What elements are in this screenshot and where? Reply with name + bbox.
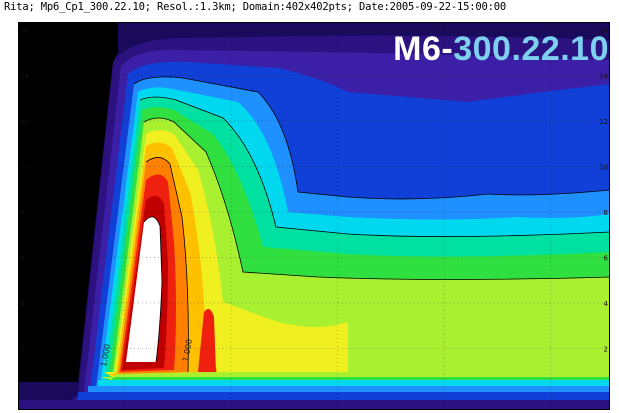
y-tick-label: 16 — [20, 27, 29, 35]
run-id-prefix: M6- — [393, 30, 454, 68]
y-tick-label: 8 — [20, 209, 24, 217]
band-core — [126, 216, 162, 362]
contour-line — [143, 117, 610, 280]
run-id-overlay: M6-300.22.10 — [393, 30, 609, 69]
y-tick-label: 14 — [20, 73, 29, 81]
contour-plot: 2 4 6 8 10 12 14 16 2 4 6 8 10 12 14 16 1.000 1.000 — [18, 22, 610, 410]
band-black — [18, 22, 118, 382]
plot-header: Rita; Mp6_Cp1_300.22.10; Resol.:1.3km; D… — [4, 1, 506, 13]
contour-label: 1.000 — [99, 343, 112, 367]
plot-frame — [18, 22, 610, 410]
y-tick-label: 10 — [599, 164, 608, 172]
y-tick-label: 4 — [604, 300, 609, 308]
y-tick-label: 2 — [20, 346, 24, 354]
floor-cyan — [98, 380, 610, 386]
y-tick-label: 16 — [599, 27, 608, 35]
y-tick-label: 12 — [20, 118, 29, 126]
y-tick-label: 8 — [604, 209, 608, 217]
y-tick-label: 2 — [604, 346, 608, 354]
floor-purple — [18, 400, 610, 410]
y-tick-label: 12 — [599, 118, 608, 126]
y-ticks-right: 2 4 6 8 10 12 14 16 — [599, 27, 608, 354]
run-id-code: 300.22.10 — [453, 30, 609, 68]
contour-line — [133, 76, 610, 200]
y-ticks-left: 2 4 6 8 10 12 14 16 — [20, 27, 29, 354]
band-red-blob — [198, 308, 216, 372]
floor-blue — [78, 392, 610, 400]
y-tick-label: 6 — [20, 255, 25, 263]
contour-plot-svg: 2 4 6 8 10 12 14 16 2 4 6 8 10 12 14 16 1.000 1.000 — [18, 22, 610, 410]
contour-line — [145, 157, 189, 373]
grid-lines — [18, 22, 610, 410]
y-tick-label: 6 — [604, 255, 609, 263]
contour-line — [139, 96, 610, 237]
y-tick-label: 14 — [599, 73, 608, 81]
contour-label: 1.000 — [181, 338, 194, 362]
y-tick-label: 10 — [20, 164, 29, 172]
floor-sky — [88, 386, 610, 392]
y-tick-label: 4 — [20, 300, 25, 308]
contour-line — [143, 216, 163, 363]
